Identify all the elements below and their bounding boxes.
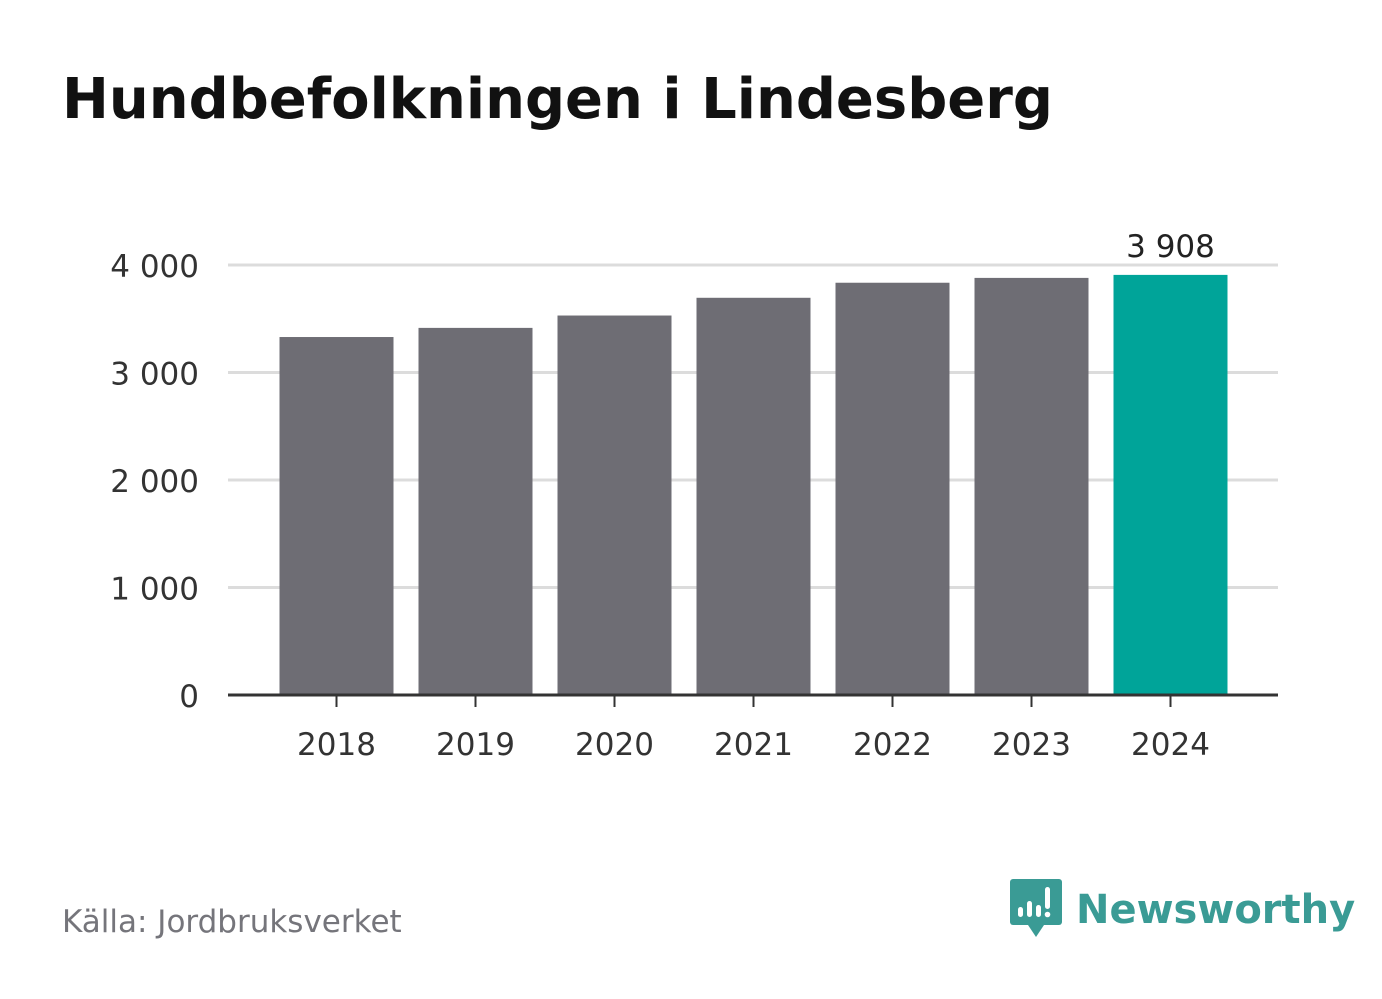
bars: [279, 274, 1228, 695]
x-axis-tick-labels: 2018 2019 2020 2021 2022 2023 2024: [297, 695, 1210, 763]
x-tick-label: 2022: [853, 727, 932, 763]
bar-2021: [696, 297, 811, 695]
bar-2024: [1113, 274, 1228, 695]
newsworthy-logo-icon: [1010, 879, 1062, 937]
y-tick-label: 4 000: [110, 249, 199, 285]
x-tick-label: 2018: [297, 727, 376, 763]
x-tick-label: 2019: [436, 727, 515, 763]
source-note: Källa: Jordbruksverket: [62, 904, 402, 940]
bar-2022: [835, 282, 950, 695]
y-tick-label: 1 000: [110, 572, 199, 608]
brand-name: Newsworthy: [1076, 887, 1356, 933]
brand-logo: Newsworthy: [1010, 878, 1355, 942]
y-tick-label: 3 000: [110, 357, 199, 393]
bar-2019: [418, 327, 533, 695]
x-tick-label: 2020: [575, 727, 654, 763]
bar-2023: [974, 277, 1089, 695]
x-tick-label: 2024: [1131, 727, 1210, 763]
y-axis-tick-labels: 0 1 000 2 000 3 000 4 000: [110, 249, 199, 715]
data-labels: 3 908: [1126, 229, 1215, 265]
y-tick-label: 2 000: [110, 464, 199, 500]
bar-2020: [557, 315, 672, 695]
x-tick-label: 2023: [992, 727, 1071, 763]
chart-title: Hundbefolkningen i Lindesberg: [62, 67, 1053, 132]
y-tick-label: 0: [179, 679, 199, 715]
data-label: 3 908: [1126, 229, 1215, 265]
x-tick-label: 2021: [714, 727, 793, 763]
bar-2018: [279, 337, 394, 695]
